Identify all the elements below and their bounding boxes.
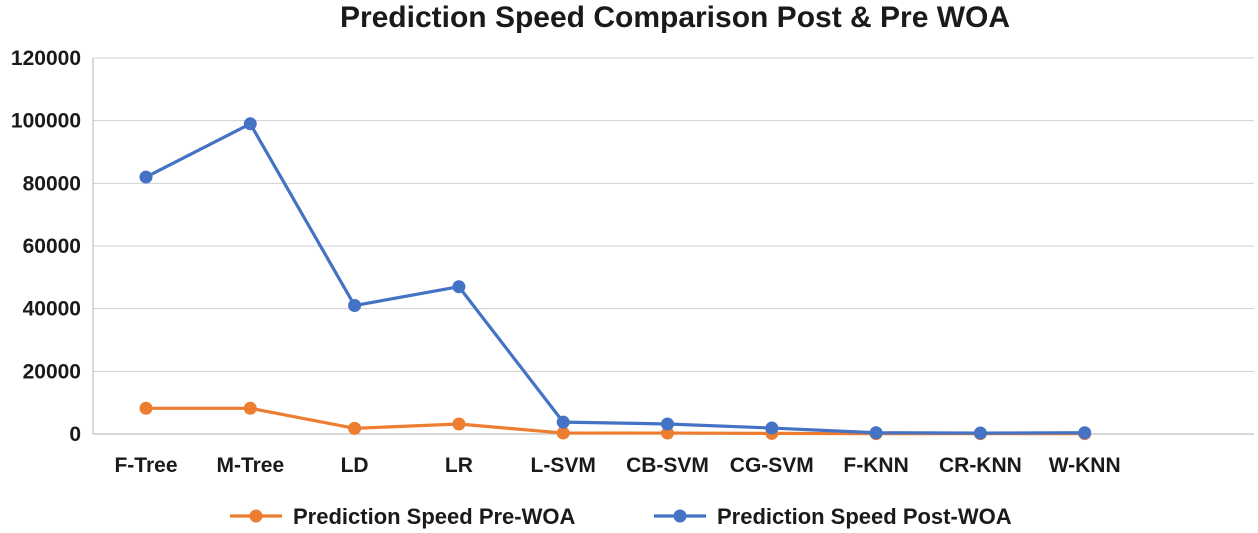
data-point [765, 421, 779, 435]
data-point [556, 415, 570, 429]
data-point [556, 426, 570, 440]
x-tick-label: LD [341, 454, 369, 477]
legend-label: Prediction Speed Post-WOA [717, 504, 1012, 529]
x-tick-label: CR-KNN [939, 454, 1022, 477]
data-point [452, 280, 466, 294]
legend-label: Prediction Speed Pre-WOA [293, 504, 575, 529]
data-point [243, 117, 257, 131]
legend-swatch-marker [673, 509, 687, 523]
data-point [243, 401, 257, 415]
x-tick-label: CG-SVM [730, 454, 814, 477]
x-tick-label: L-SVM [531, 454, 596, 477]
data-point [973, 426, 987, 440]
x-tick-label: W-KNN [1049, 454, 1121, 477]
y-tick-label: 20000 [23, 360, 81, 383]
y-tick-label: 0 [69, 423, 81, 446]
x-axis: F-Tree M-Tree LD LR L-SVM CB-SVM CG-SVM F-KNN CR… [114, 454, 1120, 477]
data-point [348, 299, 362, 313]
series-line [146, 406, 1085, 436]
series-lines [139, 117, 1092, 441]
data-point [348, 421, 362, 435]
data-point [139, 401, 153, 415]
chart-title: Prediction Speed Comparison Post & Pre W… [340, 1, 1010, 34]
x-tick-label: F-KNN [843, 454, 908, 477]
data-point [452, 417, 466, 431]
x-tick-label: F-Tree [114, 454, 177, 477]
data-point [869, 426, 883, 440]
gridlines [93, 57, 1254, 435]
x-tick-label: LR [445, 454, 473, 477]
data-point [661, 417, 674, 431]
data-point [139, 170, 153, 184]
data-point [1078, 426, 1092, 440]
y-tick-label: 80000 [23, 172, 81, 195]
legend-swatch-marker [249, 509, 263, 523]
y-tick-label: 60000 [23, 235, 81, 258]
y-axis: 0 20000 40000 60000 80000 100000 120000 [11, 47, 94, 446]
x-tick-label: CB-SVM [626, 454, 709, 477]
y-tick-label: 120000 [11, 47, 81, 70]
legend-item: Prediction Speed Pre-WOA [230, 504, 575, 529]
series-2 [139, 117, 1092, 440]
y-tick-label: 100000 [11, 110, 81, 133]
y-tick-label: 40000 [23, 298, 81, 321]
legend: Prediction Speed Pre-WOA Prediction Speed… [230, 504, 1012, 529]
data-point [661, 426, 674, 440]
x-tick-label: M-Tree [216, 454, 284, 477]
series-line [145, 122, 1085, 435]
legend-item: Prediction Speed Post-WOA [654, 504, 1012, 529]
